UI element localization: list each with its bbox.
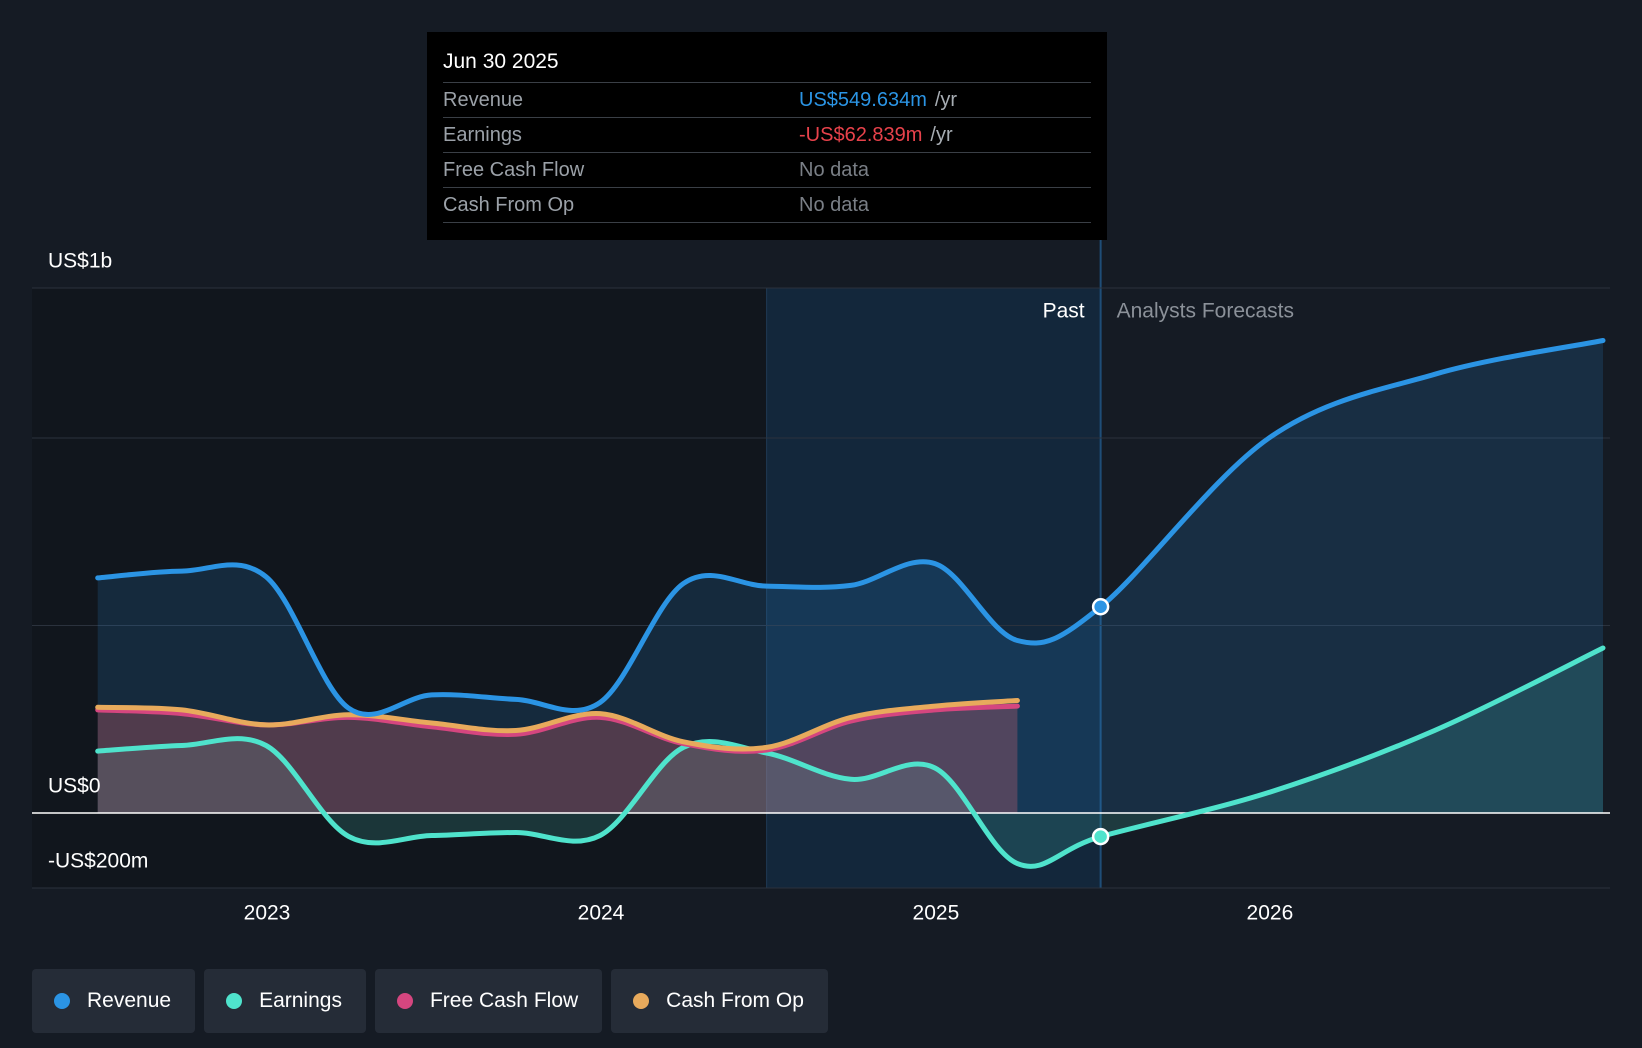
tooltip-value: -US$62.839m <box>799 124 923 146</box>
tooltip-row-earnings: Earnings -US$62.839m /yr <box>443 118 1091 153</box>
tooltip-row-revenue: Revenue US$549.634m /yr <box>443 83 1091 118</box>
chart-legend: Revenue Earnings Free Cash Flow Cash Fro… <box>32 969 828 1033</box>
y-tick-label: US$0 <box>48 775 101 798</box>
highlight-marker-revenue <box>1091 598 1110 616</box>
y-tick-label: -US$200m <box>48 850 148 873</box>
legend-label: Cash From Op <box>666 989 804 1012</box>
tooltip-label: Cash From Op <box>443 194 575 216</box>
tooltip-row-cash-from-op: Cash From Op No data <box>443 188 1091 223</box>
tooltip-row-free-cash-flow: Free Cash Flow No data <box>443 153 1091 188</box>
area-revenue <box>97 340 1604 813</box>
legend-label: Earnings <box>259 989 342 1012</box>
legend-dot-icon <box>54 993 70 1009</box>
tooltip-value: No data <box>799 159 870 181</box>
legend-item-free-cash-flow[interactable]: Free Cash Flow <box>374 969 603 1033</box>
tooltip-label: Free Cash Flow <box>443 159 585 181</box>
tooltip-label: Earnings <box>443 124 522 146</box>
y-tick-label: US$1b <box>48 250 112 273</box>
tooltip-unit: /yr <box>934 89 958 111</box>
area-free-cash-flow <box>97 706 1018 813</box>
x-tick-label: 2023 <box>244 902 291 925</box>
x-tick-label: 2025 <box>913 902 960 925</box>
area-earnings <box>97 648 1604 867</box>
series-line-revenue <box>95 338 1606 717</box>
x-tick-label: 2026 <box>1247 902 1294 925</box>
tooltip-value: No data <box>799 194 870 216</box>
past-label: Past <box>1043 300 1085 323</box>
legend-label: Free Cash Flow <box>429 989 579 1012</box>
legend-dot-icon <box>226 993 243 1009</box>
highlight-marker-earnings <box>1091 827 1110 846</box>
tooltip-label: Revenue <box>443 89 524 111</box>
legend-label: Revenue <box>87 989 172 1012</box>
legend-item-earnings[interactable]: Earnings <box>204 969 366 1033</box>
legend-dot-icon <box>396 993 413 1009</box>
tooltip-value: US$549.634m <box>799 89 927 111</box>
forecast-label: Analysts Forecasts <box>1117 300 1294 323</box>
data-tooltip: Jun 30 2025 Revenue US$549.634m /yr Earn… <box>427 32 1107 240</box>
series-line-cash-from-op <box>95 698 1020 752</box>
area-cash-from-op <box>97 700 1018 813</box>
series-line-earnings <box>95 645 1606 869</box>
legend-dot-icon <box>633 993 650 1009</box>
tooltip-unit: /yr <box>930 124 953 146</box>
tooltip-date: Jun 30 2025 <box>443 46 1091 83</box>
legend-item-revenue[interactable]: Revenue <box>32 969 196 1033</box>
x-tick-label: 2024 <box>578 902 625 925</box>
legend-item-cash-from-op[interactable]: Cash From Op <box>611 969 828 1033</box>
